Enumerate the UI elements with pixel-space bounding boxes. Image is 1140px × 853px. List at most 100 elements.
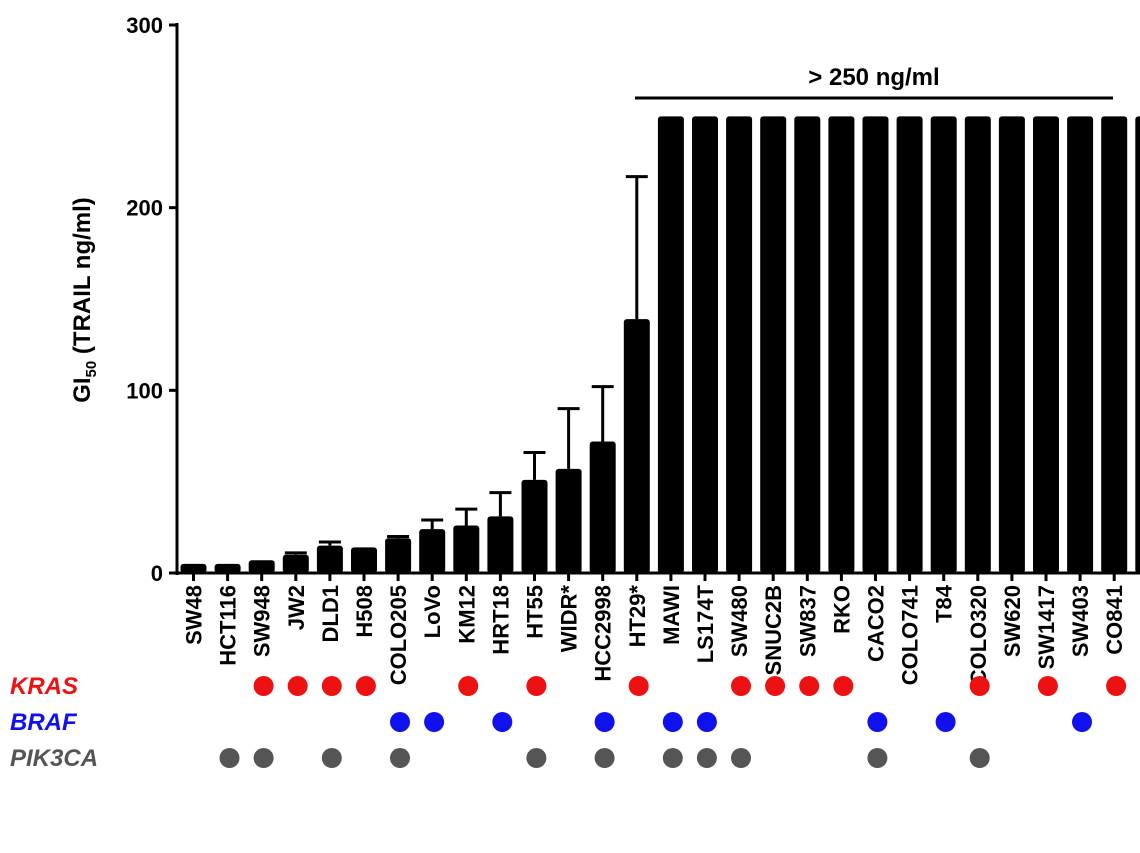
category-label-T84: T84: [932, 584, 957, 623]
mutation-dot-KRAS: [1106, 676, 1127, 696]
bar-SW620: [998, 116, 1025, 573]
mutation-dot-KRAS: [799, 676, 820, 696]
mutation-dot-PIK3CA: [594, 748, 615, 768]
mutation-dot-KRAS: [287, 676, 308, 696]
mutation-dot-PIK3CA: [867, 748, 888, 768]
mutation-dot-PIK3CA: [253, 748, 274, 768]
bar-SNUC2B: [760, 116, 787, 573]
bar-HCT116: [214, 563, 241, 573]
mutation-dot-PIK3CA: [662, 748, 683, 768]
mutation-dot-BRAF: [935, 712, 956, 732]
category-label-SW837: SW837: [795, 585, 820, 657]
category-label-CO841: CO841: [1102, 585, 1127, 655]
category-label-SNUC2B: SNUC2B: [761, 585, 786, 675]
mutation-dot-PIK3CA: [390, 748, 410, 768]
category-label-RKO: RKO: [829, 585, 854, 634]
category-label-LoVo: LoVo: [420, 585, 445, 638]
category-label-HT55: HT55: [523, 585, 548, 639]
category-label-SW48: SW48: [182, 585, 207, 645]
annotation-group: > 250 ng/ml: [635, 64, 1113, 100]
bar-HRT18: [487, 516, 514, 573]
mutation-dot-KRAS: [253, 676, 274, 696]
category-label-SW1417: SW1417: [1034, 585, 1059, 669]
category-label-SW948: SW948: [250, 585, 275, 657]
mutation-matrix: KRAS BRAF PIK3CA: [10, 673, 1127, 772]
y-tick-label: 0: [151, 561, 163, 586]
mutation-dot-KRAS: [969, 676, 990, 696]
mutation-dot-KRAS: [526, 676, 547, 696]
bar-CO841: [1101, 116, 1128, 573]
mutation-dot-PIK3CA: [219, 748, 240, 768]
mutation-dot-BRAF: [424, 712, 445, 732]
mutation-row-label-KRAS: KRAS: [10, 673, 78, 700]
category-label-CACO2: CACO2: [864, 585, 889, 662]
y-axis-title-rest: (TRAIL ng/ml): [69, 197, 96, 361]
mutation-dot-BRAF: [390, 712, 410, 732]
category-label-HCC2998: HCC2998: [591, 585, 616, 682]
y-axis-title-subscript: 50: [83, 361, 100, 378]
mutation-dot-BRAF: [696, 712, 717, 732]
mutation-dot-BRAF: [662, 712, 683, 732]
y-axis-title: GI50 (TRAIL ng/ml): [69, 197, 100, 403]
error-bars: [284, 175, 648, 555]
category-label-MAWI: MAWI: [659, 585, 684, 645]
mutation-row-label-PIK3CA: PIK3CA: [10, 745, 98, 772]
bar-H508: [351, 547, 377, 573]
category-label-KM12: KM12: [454, 585, 479, 644]
mutation-dot-BRAF: [867, 712, 888, 732]
bar-COLO205: [385, 538, 412, 573]
bar-LoVo: [419, 529, 446, 573]
bar-HT55: [521, 479, 548, 573]
bar-SW403: [1067, 116, 1094, 573]
bar-MAWI: [657, 116, 684, 573]
annotation-label: > 250 ng/ml: [808, 64, 939, 91]
mutation-dot-BRAF: [1072, 712, 1092, 732]
bar-WIDR*: [555, 468, 582, 573]
mutation-dot-KRAS: [628, 676, 649, 696]
bar-COLO320: [964, 116, 991, 573]
category-label-WIDR*: WIDR*: [557, 585, 582, 653]
mutation-dot-KRAS: [355, 676, 376, 696]
bar-KM12: [453, 525, 480, 573]
y-axis-title-main: GI: [69, 377, 96, 402]
category-label-HCT116: HCT116: [216, 585, 241, 666]
y-tick-label: 300: [126, 13, 163, 38]
bar-CO18: [1135, 116, 1140, 573]
mutation-dot-BRAF: [492, 712, 513, 732]
category-label-SW403: SW403: [1068, 585, 1093, 657]
mutation-dot-KRAS: [321, 676, 342, 696]
bar-LS174T: [692, 116, 718, 573]
bars: [180, 116, 1140, 573]
category-label-COLO320: COLO320: [966, 585, 991, 685]
category-label-DLD1: DLD1: [318, 585, 343, 642]
category-label-SW480: SW480: [727, 585, 752, 657]
bar-JW2: [282, 554, 309, 573]
category-labels: SW48 HCT116 SW948 JW2 DLD1 H508 COLO205 LoVo KM1…: [182, 584, 1140, 685]
bar-SW1417: [1033, 116, 1059, 573]
category-label-HT29*: HT29*: [625, 585, 650, 648]
y-tick-label: 100: [126, 378, 163, 403]
bar-SW837: [794, 116, 821, 573]
mutation-dot-KRAS: [458, 676, 479, 696]
mutation-dot-PIK3CA: [969, 748, 990, 768]
category-label-JW2: JW2: [284, 585, 309, 630]
category-label-SW620: SW620: [1000, 585, 1025, 657]
mutation-dot-PIK3CA: [731, 748, 751, 768]
bar-HCC2998: [589, 441, 616, 573]
mutation-dot-BRAF: [594, 712, 615, 732]
bar-DLD1: [316, 545, 343, 573]
category-label-COLO741: COLO741: [898, 585, 923, 685]
mutation-dot-KRAS: [1037, 676, 1058, 696]
category-label-H508: H508: [352, 585, 377, 638]
bar-RKO: [828, 116, 855, 573]
category-label-COLO205: COLO205: [386, 585, 411, 685]
bar-SW480: [726, 116, 753, 573]
mutation-dot-KRAS: [833, 676, 854, 696]
bar-CACO2: [862, 116, 889, 573]
mutation-dot-PIK3CA: [526, 748, 547, 768]
bar-HT29*: [623, 319, 650, 573]
category-label-LS174T: LS174T: [693, 584, 718, 663]
bar-SW48: [180, 563, 207, 573]
mutation-dot-KRAS: [765, 676, 786, 696]
